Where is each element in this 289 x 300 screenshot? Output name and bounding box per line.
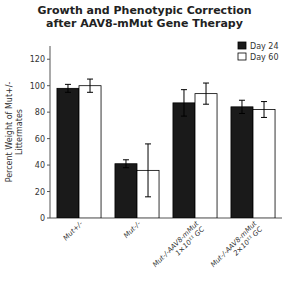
x-tick-label: Mut+/- [62,219,85,242]
error-bar [261,102,267,118]
chart-svg: Growth and Phenotypic Correctionafter AA… [0,0,289,300]
plot-area [57,79,275,218]
error-bar [181,90,187,116]
y-tick-label: 20 [35,188,45,197]
title: Growth and Phenotypic Correctionafter AA… [37,4,251,30]
y-tick-label: 120 [30,55,45,64]
bar [79,86,101,218]
error-bar [203,83,209,104]
x-tick-label: Mut-/-AAV8-mMut2×10¹¹ GC [209,220,264,275]
bar [253,110,275,218]
chart-container: Growth and Phenotypic Correctionafter AA… [0,0,289,300]
legend: Day 24 Day 60 [238,42,279,62]
x-tick-label: Mut-/-AAV8-mMut1×10¹¹ GC [151,220,206,275]
legend-label: Day 60 [250,53,279,62]
y-tick-label: 60 [35,135,45,144]
legend-swatch [238,42,246,49]
y-axis-line [50,46,51,218]
y-axis-label: Percent Weight of Mut+/-Littermates [5,82,24,183]
bar [57,88,79,218]
y-tick-label: 80 [35,108,45,117]
legend-swatch [238,53,246,60]
y-tick-label: 0 [40,214,45,223]
error-bar [87,79,93,92]
x-tick-label: Mut-/- [122,219,143,240]
bar [231,107,253,218]
error-bar [239,100,245,113]
y-tick-label: 40 [35,161,45,170]
y-tick-label: 100 [30,82,45,91]
error-bar [145,144,151,197]
bar [115,164,137,218]
error-bar [123,160,129,168]
bar [195,94,217,218]
error-bar [65,84,71,92]
legend-label: Day 24 [250,42,279,51]
bar [173,103,195,218]
